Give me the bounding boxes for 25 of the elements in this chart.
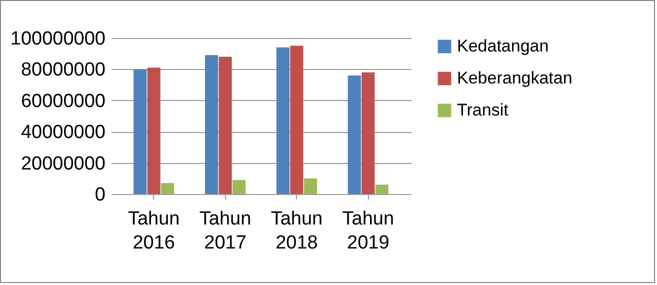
bar — [375, 184, 388, 194]
bar — [276, 47, 290, 194]
bar — [134, 69, 147, 194]
bar — [348, 75, 361, 194]
y-tick-label: 100000000 — [10, 28, 106, 50]
y-tick-label: 80000000 — [20, 60, 106, 81]
bar — [362, 72, 375, 194]
bar — [147, 68, 160, 194]
y-tick-label: 40000000 — [20, 122, 106, 144]
legend-label: Transit — [457, 100, 509, 120]
x-tick-label: Tahun 2019 — [342, 208, 394, 254]
bar — [290, 46, 304, 194]
bar — [204, 55, 218, 194]
x-tick-label: Tahun 2018 — [270, 208, 323, 254]
x-tick-label: Tahun 2016 — [128, 208, 180, 254]
bar — [218, 56, 232, 194]
y-tick-label: 60000000 — [20, 90, 106, 112]
bar — [232, 180, 246, 194]
bar — [161, 183, 174, 194]
legend-label: Kedatangan — [457, 36, 549, 56]
y-tick-label: 0 — [94, 184, 106, 206]
legend-label: Keberangkatan — [457, 68, 572, 88]
x-tick-label: Tahun 2017 — [199, 208, 252, 254]
bar — [304, 178, 318, 194]
y-tick-label: 20000000 — [20, 153, 106, 174]
